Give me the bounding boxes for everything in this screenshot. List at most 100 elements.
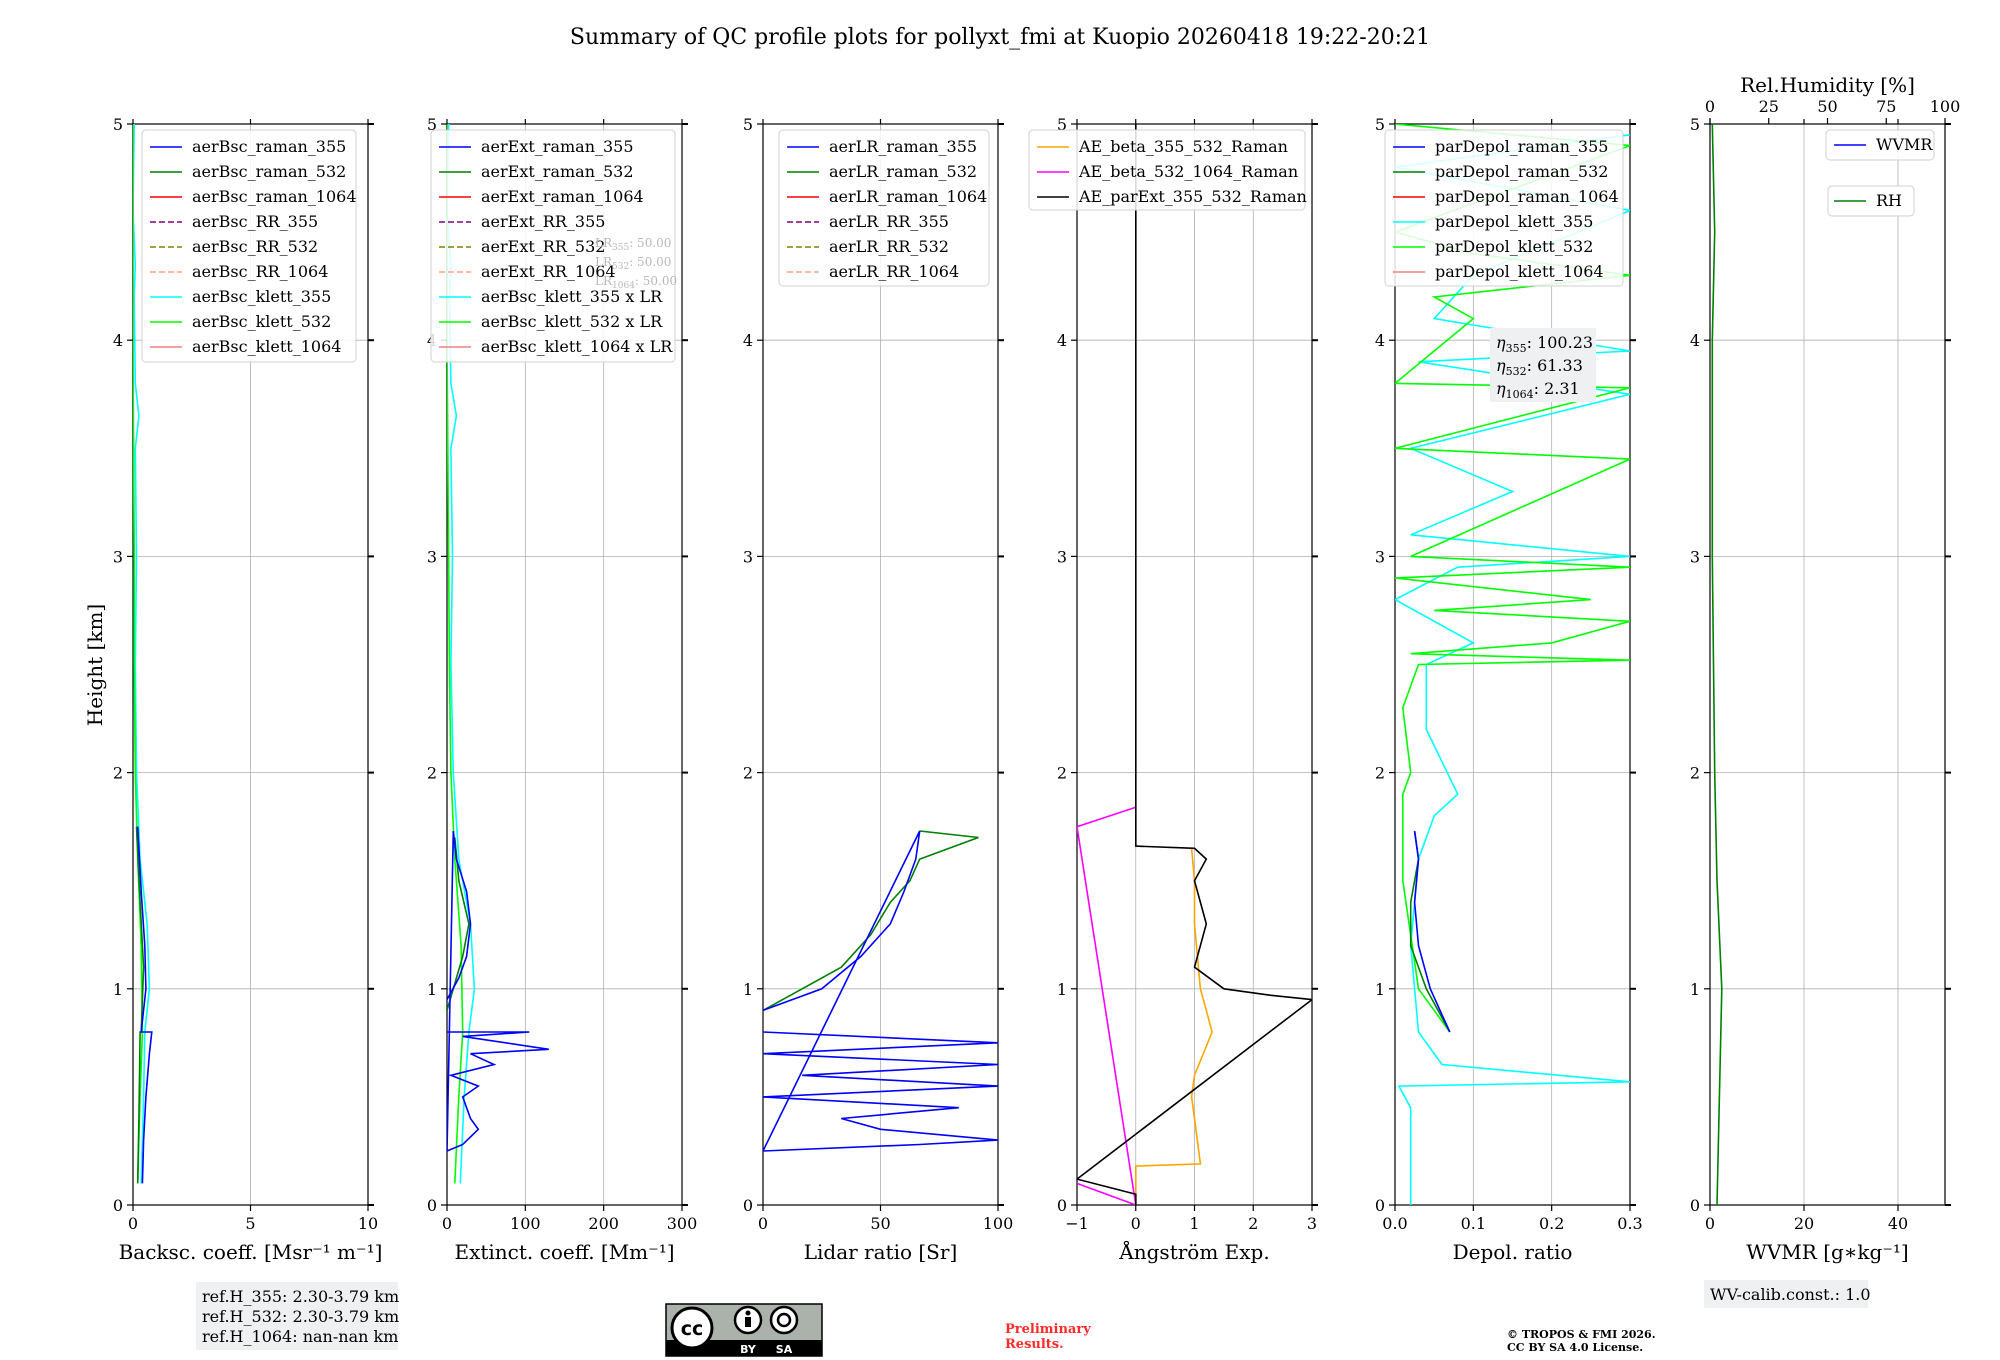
y-tick-label: 3 — [1375, 547, 1385, 566]
legend-label: aerBsc_klett_532 — [192, 312, 331, 331]
legend-label: parDepol_klett_1064 — [1435, 262, 1604, 281]
x-tick-label: 3 — [1307, 1214, 1317, 1233]
y-tick-label: 2 — [1375, 764, 1385, 783]
legend-box-rh — [1827, 185, 1915, 217]
series-parDepol_klett_355 — [1395, 134, 1630, 1205]
x-tick-label: 50 — [870, 1214, 890, 1233]
preliminary-note: Preliminary Results. — [1005, 1322, 1091, 1352]
x-tick-label: 0 — [128, 1214, 138, 1233]
y-tick-label: 1 — [743, 980, 753, 999]
legend-label: RH — [1876, 191, 1902, 210]
series-RH — [1711, 124, 1723, 1205]
legend-label: aerLR_raman_355 — [829, 137, 977, 156]
x-tick-label: 100 — [983, 1214, 1014, 1233]
legend-label: AE_beta_355_532_Raman — [1078, 137, 1288, 156]
legend-label: aerExt_RR_532 — [481, 237, 605, 256]
x2-tick-label: 100 — [1930, 97, 1961, 116]
y-tick-label: 3 — [1057, 547, 1067, 566]
y-tick-label: 0 — [427, 1196, 437, 1215]
series-aerExt_raman_532 — [447, 837, 470, 1011]
y-tick-label: 0 — [1375, 1196, 1385, 1215]
y-tick-label: 2 — [113, 764, 123, 783]
y-tick-label: 2 — [1690, 764, 1700, 783]
y-tick-label: 4 — [1690, 331, 1700, 350]
series-AE_beta_532_1064_Raman — [1077, 806, 1137, 1205]
series-aerLR_raman_355 — [763, 830, 998, 1152]
x-tick-label: 0.0 — [1382, 1214, 1407, 1233]
x-tick-label: 0 — [758, 1214, 768, 1233]
svg-text:Preliminary: Preliminary — [1005, 1322, 1091, 1337]
legend-label: parDepol_raman_532 — [1435, 162, 1608, 181]
svg-text:WV-calib.const.: 1.0: WV-calib.const.: 1.0 — [1710, 1285, 1871, 1304]
legend-label: aerLR_RR_1064 — [829, 262, 959, 281]
legend-label: aerExt_raman_532 — [481, 162, 634, 181]
legend-label: parDepol_klett_532 — [1435, 237, 1593, 256]
axes-frame — [446, 123, 683, 1206]
legend-label: aerBsc_RR_355 — [192, 212, 318, 231]
y-tick-label: 1 — [1375, 980, 1385, 999]
chart-lidar_ratio: 0 50 100 0 1 2 3 4 5 Lidar ratio [Sr] aerLR_raman_… — [743, 115, 1013, 1264]
legend-label: aerBsc_RR_1064 — [192, 262, 328, 281]
cc-icon — [670, 1306, 714, 1350]
legend-label: parDepol_klett_355 — [1435, 212, 1593, 231]
chart-extinction: 0100200300012345Extinct. coeff. [Mm⁻¹]ae… — [427, 115, 697, 1264]
y-tick-label: 0 — [1690, 1196, 1700, 1215]
y-tick-label: 5 — [743, 115, 753, 134]
y-tick-label: 4 — [1375, 331, 1385, 350]
axes-frame — [1394, 123, 1631, 1206]
x-tick-label: 0.2 — [1539, 1214, 1564, 1233]
x-axis-label: Depol. ratio — [1453, 1240, 1573, 1264]
legend-label: aerLR_raman_532 — [829, 162, 977, 181]
legend-label: aerBsc_RR_532 — [192, 237, 318, 256]
ref-heights-box: ref.H_355: 2.30-3.79 km ref.H_532: 2.30-… — [196, 1282, 399, 1350]
y-tick-label: 5 — [113, 115, 123, 134]
x-tick-label: 200 — [588, 1214, 619, 1233]
legend-box — [1825, 129, 1935, 161]
chart-backscatter: 0 5 10 0 1 2 3 4 5 Backsc. coeff. [Msr⁻¹ m⁻¹] aerB… — [113, 115, 383, 1264]
y-tick-label: 2 — [427, 764, 437, 783]
svg-text:η355: 100.23: η355: 100.23 — [1496, 333, 1593, 355]
svg-text:ref.H_1064: nan-nan km: ref.H_1064: nan-nan km — [202, 1327, 398, 1346]
x-tick-label: 20 — [1794, 1214, 1814, 1233]
legend-label: aerExt_raman_1064 — [481, 187, 644, 206]
x2-tick-label: 0 — [1705, 97, 1715, 116]
legend-label: aerBsc_raman_1064 — [192, 187, 357, 206]
series-AE_parExt_355_532_Raman — [1077, 124, 1312, 1205]
y-tick-label: 3 — [427, 547, 437, 566]
svg-text:cc: cc — [681, 1318, 704, 1340]
y-tick-label: 0 — [1057, 1196, 1067, 1215]
series-aerLR_raman_532 — [763, 830, 979, 1012]
legend-label: aerBsc_klett_355 — [192, 287, 331, 306]
x-tick-label: 0 — [1131, 1214, 1141, 1233]
sa-share-icon — [769, 1305, 799, 1335]
legend-label: aerBsc_klett_1064 — [192, 337, 341, 356]
legend-label: AE_beta_532_1064_Raman — [1078, 162, 1298, 181]
x2-axis-label: Rel.Humidity [%] — [1740, 73, 1915, 97]
y-tick-label: 2 — [1057, 764, 1067, 783]
x-tick-label: 10 — [358, 1214, 378, 1233]
svg-text:η1064: 2.31: η1064: 2.31 — [1496, 379, 1580, 401]
cc-license-badge: cc BY SA — [665, 1303, 823, 1357]
legend-box — [778, 129, 990, 287]
legend-label: aerBsc_raman_532 — [192, 162, 346, 181]
x-tick-label: 0.3 — [1617, 1214, 1642, 1233]
svg-text:LR355: 50.00: LR355: 50.00 — [595, 236, 671, 253]
x-tick-label: −1 — [1065, 1214, 1089, 1233]
legend-label: aerBsc_raman_355 — [192, 137, 346, 156]
x2-tick-label: 75 — [1876, 97, 1896, 116]
x-axis-label: Extinct. coeff. [Mm⁻¹] — [454, 1240, 674, 1264]
x-axis-label: WVMR [g∗kg⁻¹] — [1746, 1240, 1908, 1264]
legend-box — [1028, 129, 1306, 211]
wv-calib-box: WV-calib.const.: 1.0 — [1704, 1280, 1871, 1308]
legend-box — [141, 129, 357, 363]
y-tick-label: 3 — [1690, 547, 1700, 566]
legend-label: AE_parExt_355_532_Raman — [1078, 187, 1307, 206]
eta-annotation: η355: 100.23 η532: 61.33 η1064: 2.31 — [1490, 328, 1596, 402]
x-axis-label: Lidar ratio [Sr] — [804, 1240, 958, 1264]
svg-text:SA: SA — [776, 1343, 793, 1356]
series-AE_beta_355_532_Raman — [1135, 848, 1213, 1205]
series-aerExt_raman_355 — [447, 830, 549, 1152]
